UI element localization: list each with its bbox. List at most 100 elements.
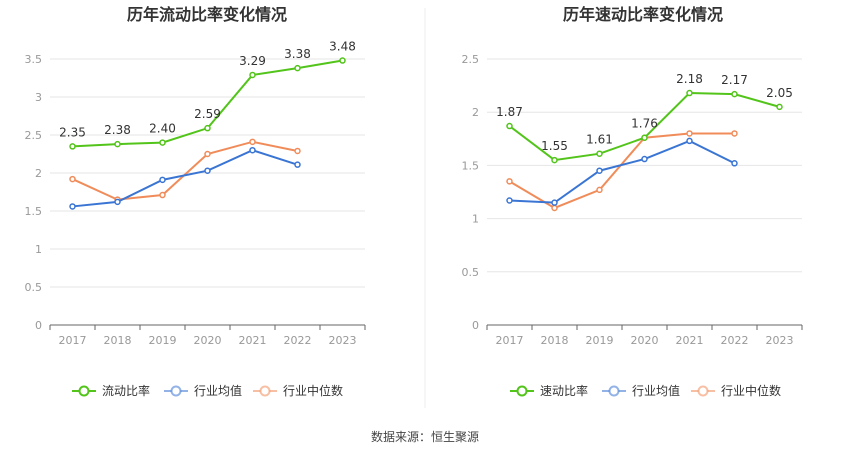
data-source: 数据来源：恒生聚源 bbox=[370, 430, 479, 444]
data-point bbox=[204, 150, 211, 158]
data-label: 3.48 bbox=[329, 40, 356, 54]
legend-marker bbox=[516, 385, 528, 397]
legend-marker bbox=[259, 385, 271, 397]
data-point bbox=[114, 198, 121, 206]
y-tick-label: 2.5 bbox=[462, 53, 480, 66]
y-tick-label: 2 bbox=[472, 106, 479, 119]
y-tick-label: 1.5 bbox=[462, 159, 480, 172]
legend-label: 流动比率 bbox=[102, 383, 150, 398]
data-label: 1.61 bbox=[586, 133, 613, 147]
data-label: 2.40 bbox=[149, 122, 176, 136]
y-tick-label: 3.5 bbox=[25, 53, 43, 66]
data-label: 1.76 bbox=[631, 117, 658, 131]
x-tick-label: 2021 bbox=[239, 334, 267, 347]
x-tick-label: 2021 bbox=[676, 334, 704, 347]
data-label: 2.59 bbox=[194, 107, 221, 121]
data-point bbox=[294, 64, 301, 72]
y-tick-label: 3 bbox=[35, 91, 42, 104]
data-point bbox=[731, 90, 738, 98]
legend-item-3: 行业中位数 bbox=[691, 383, 781, 398]
legend-label: 行业均值 bbox=[194, 383, 242, 398]
data-point bbox=[641, 155, 648, 163]
legend-label: 行业中位数 bbox=[283, 383, 343, 398]
data-point bbox=[339, 57, 346, 64]
y-tick-label: 0 bbox=[472, 319, 479, 332]
data-label: 2.17 bbox=[721, 73, 748, 87]
legend-marker bbox=[608, 385, 620, 397]
series-line-3 bbox=[72, 140, 298, 201]
data-point bbox=[249, 146, 256, 154]
legend-item-2: 行业均值 bbox=[602, 383, 680, 398]
data-point bbox=[596, 186, 603, 194]
x-tick-label: 2019 bbox=[586, 334, 614, 347]
chart-panel-2: 历年速动比率变化情况 0 0.5 1 1.5 2 2.5 2017 2018 2019 2020 20… bbox=[462, 5, 803, 398]
data-label: 2.05 bbox=[766, 86, 793, 100]
data-point bbox=[204, 124, 211, 132]
y-tick-label: 2.5 bbox=[25, 129, 43, 142]
y-tick-label: 1.5 bbox=[25, 205, 43, 218]
data-point bbox=[731, 160, 738, 167]
data-point bbox=[506, 178, 513, 185]
data-label: 2.38 bbox=[104, 123, 131, 137]
y-tick-label: 1 bbox=[472, 213, 479, 226]
data-point bbox=[731, 130, 738, 137]
data-point bbox=[114, 140, 121, 148]
x-tick-label: 2023 bbox=[766, 334, 794, 347]
y-tick-label: 0.5 bbox=[25, 281, 43, 294]
data-point bbox=[159, 191, 166, 199]
x-tick-label: 2017 bbox=[59, 334, 87, 347]
legend-item-3: 行业中位数 bbox=[253, 383, 343, 398]
series-line-2 bbox=[509, 139, 735, 204]
chart-panel-1: 历年流动比率变化情况 0 0.5 1 1.5 2 2.5 3 3.5 2017 2018 2019 20… bbox=[25, 5, 366, 398]
y-tick-label: 0.5 bbox=[462, 266, 480, 279]
data-point bbox=[294, 161, 301, 168]
chart-title: 历年流动比率变化情况 bbox=[127, 5, 287, 24]
data-point bbox=[69, 203, 76, 210]
legend-item-1: 流动比率 bbox=[72, 383, 150, 398]
legend-marker bbox=[697, 385, 709, 397]
legend-item-1: 速动比率 bbox=[510, 383, 588, 398]
data-point bbox=[159, 139, 166, 146]
data-point bbox=[249, 138, 256, 146]
legend-marker bbox=[170, 385, 182, 397]
data-point bbox=[686, 89, 693, 97]
data-point bbox=[551, 199, 558, 206]
data-point bbox=[159, 176, 166, 184]
x-tick-label: 2023 bbox=[329, 334, 357, 347]
x-tick-label: 2019 bbox=[149, 334, 177, 347]
x-tick-label: 2018 bbox=[104, 334, 132, 347]
x-tick-label: 2022 bbox=[284, 334, 312, 347]
data-point bbox=[506, 122, 513, 130]
data-point bbox=[686, 137, 693, 145]
data-point bbox=[204, 167, 211, 174]
x-tick-label: 2017 bbox=[496, 334, 524, 347]
legend-label: 速动比率 bbox=[540, 383, 588, 398]
y-tick-label: 0 bbox=[35, 319, 42, 332]
data-label: 2.35 bbox=[59, 125, 86, 139]
x-tick-label: 2020 bbox=[631, 334, 659, 347]
data-point bbox=[551, 204, 558, 212]
data-label: 3.29 bbox=[239, 54, 266, 68]
y-tick-label: 1 bbox=[35, 243, 42, 256]
series-line-2 bbox=[72, 149, 298, 208]
series-line-3 bbox=[508, 132, 735, 210]
data-point bbox=[69, 143, 76, 150]
data-label: 3.38 bbox=[284, 47, 311, 61]
data-label: 2.18 bbox=[676, 72, 703, 86]
legend-label: 行业中位数 bbox=[721, 383, 781, 398]
x-tick-label: 2018 bbox=[541, 334, 569, 347]
data-point bbox=[506, 197, 513, 204]
data-point bbox=[641, 134, 648, 141]
data-point bbox=[294, 147, 301, 155]
data-label: 1.55 bbox=[541, 139, 568, 153]
x-tick-label: 2020 bbox=[194, 334, 222, 347]
data-point bbox=[551, 156, 558, 164]
legend-marker bbox=[78, 385, 90, 397]
data-point bbox=[249, 71, 256, 79]
y-tick-label: 2 bbox=[35, 167, 42, 180]
data-point bbox=[686, 130, 693, 137]
data-point bbox=[596, 167, 603, 174]
legend-label: 行业均值 bbox=[632, 383, 680, 398]
x-tick-label: 2022 bbox=[721, 334, 749, 347]
